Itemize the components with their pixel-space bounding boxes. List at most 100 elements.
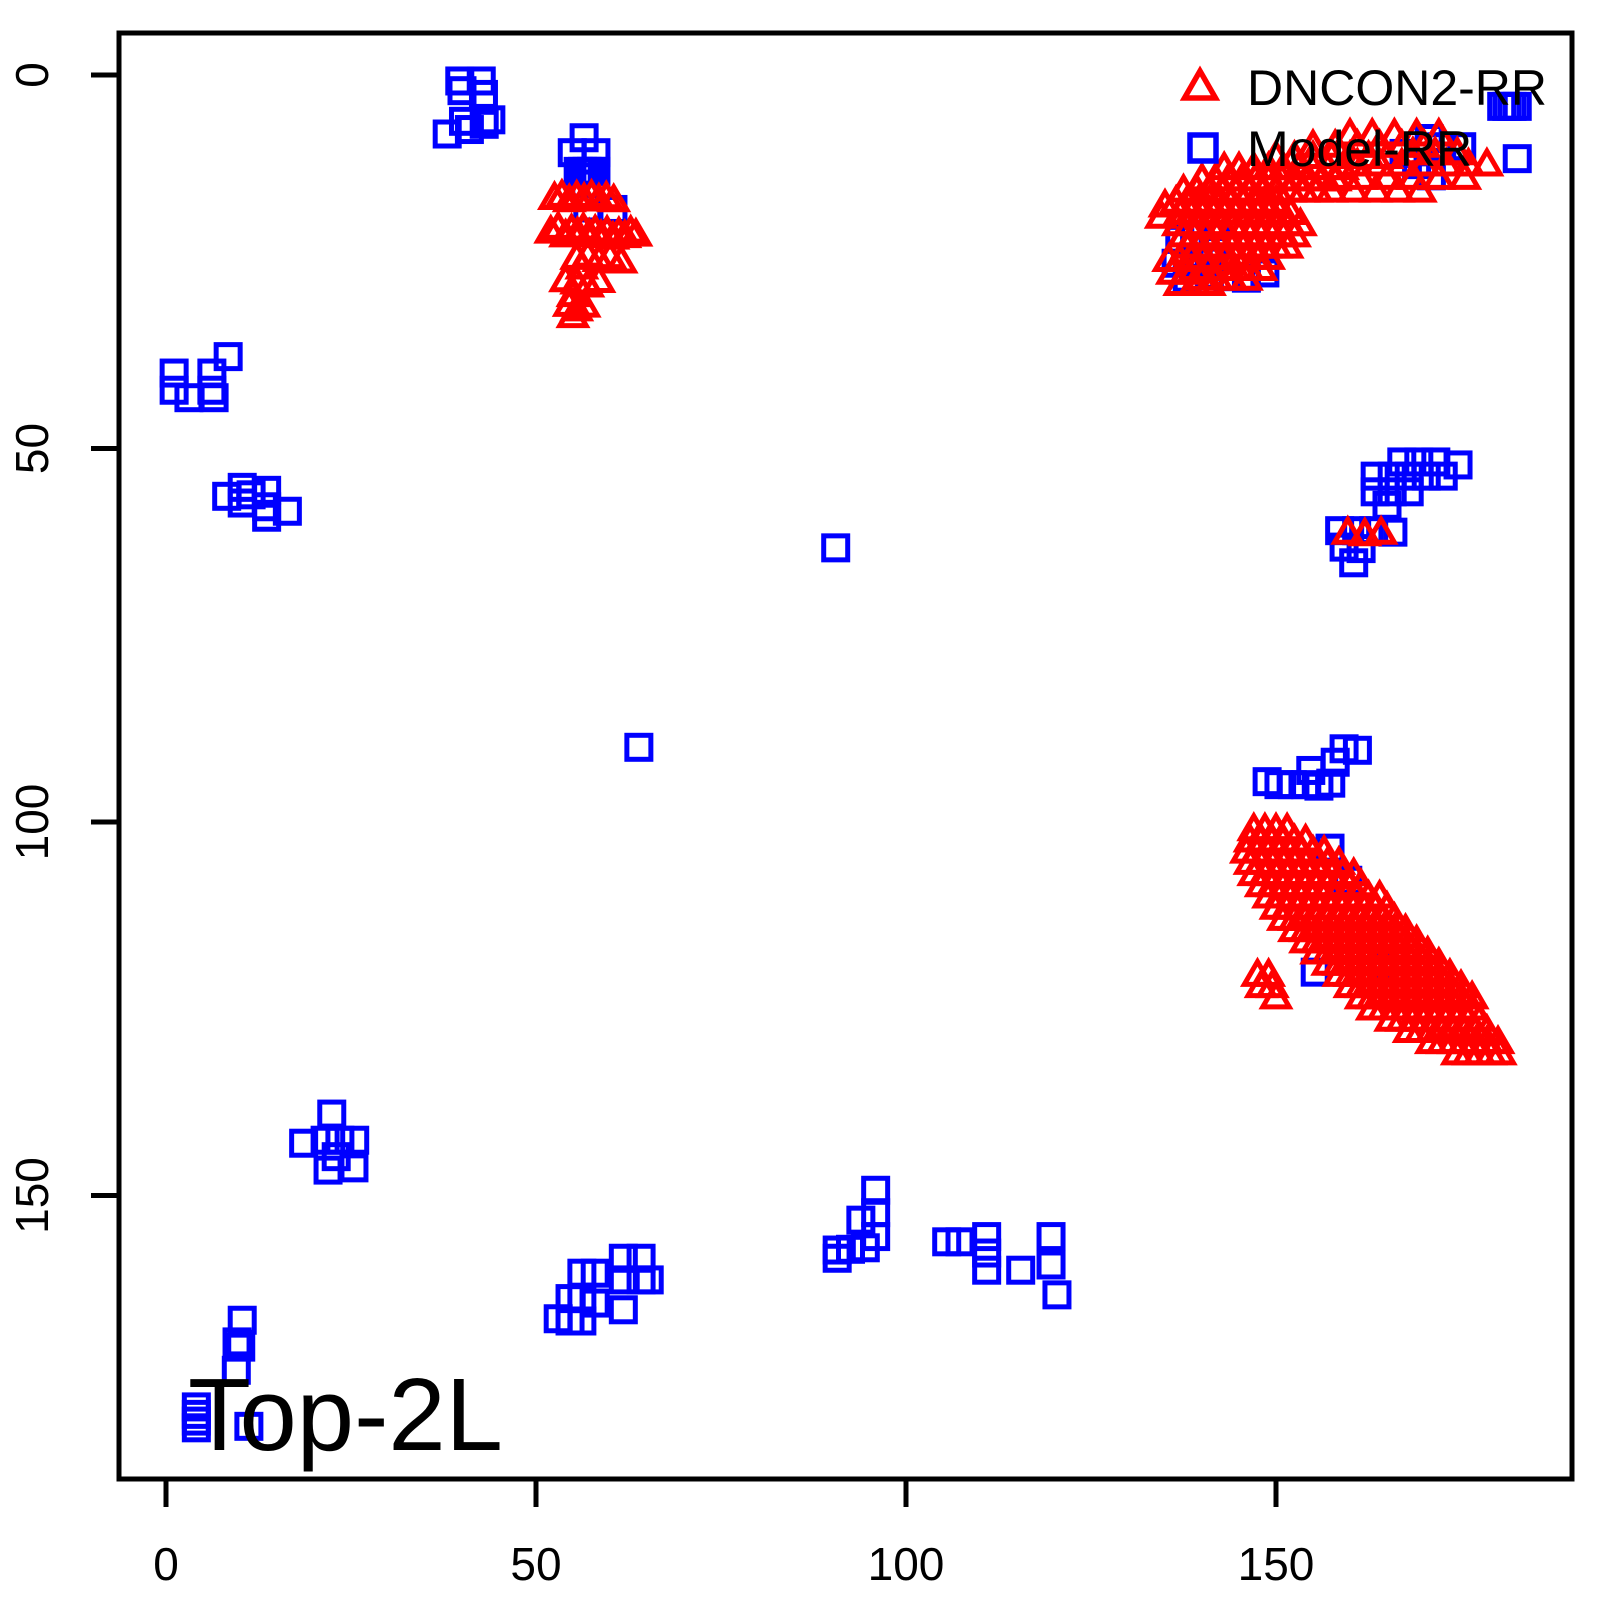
data-point-triangle [1336, 172, 1372, 203]
data-point-square [325, 1125, 355, 1155]
legend-item-model-rr: Model-RR [1187, 121, 1472, 177]
data-point-square [1411, 461, 1441, 491]
data-point-triangle [1469, 1012, 1505, 1043]
data-point-square [1339, 548, 1369, 578]
data-point-triangle [588, 179, 624, 210]
data-point-square [543, 1304, 573, 1334]
data-point-square [972, 1222, 1002, 1252]
data-point-triangle [613, 213, 649, 244]
data-point-square [234, 1411, 264, 1441]
data-point-triangle [1369, 159, 1405, 190]
y-tick-label: 0 [6, 62, 58, 88]
data-point-triangle [1469, 146, 1505, 177]
data-point-square [199, 383, 229, 413]
data-point-triangle [1147, 187, 1183, 218]
data-point-triangle [1313, 172, 1350, 203]
data-point-square [174, 383, 204, 413]
square-icon [1187, 132, 1219, 164]
data-point-triangle [1228, 260, 1264, 291]
data-point-triangle [1380, 172, 1416, 203]
data-point-triangle [1243, 250, 1279, 282]
data-point-square [252, 475, 282, 505]
x-axis: 0 50 100 150 [153, 1479, 1314, 1590]
data-point-triangle [1269, 228, 1305, 259]
data-point-triangle [581, 262, 617, 293]
data-point-triangle [1421, 159, 1457, 190]
data-points-layer [159, 66, 1532, 1443]
x-tick-label: 150 [1238, 1538, 1315, 1590]
triangle-icon [1179, 65, 1221, 101]
y-tick-label: 150 [6, 1157, 58, 1234]
data-point-square [972, 1255, 1002, 1285]
data-point-square [850, 1233, 880, 1263]
x-tick-label: 50 [510, 1538, 561, 1590]
data-point-square [1502, 144, 1532, 174]
data-point-triangle [533, 213, 569, 244]
plot-border [116, 30, 1575, 1482]
data-point-triangle [566, 287, 602, 318]
data-point-square [340, 1125, 370, 1155]
data-point-square [821, 533, 851, 563]
data-point-square [469, 109, 499, 139]
data-point-square [1006, 1255, 1036, 1285]
data-point-triangle [1406, 146, 1442, 177]
data-point-square [181, 1413, 211, 1443]
data-point-triangle [1191, 265, 1227, 296]
data-point-triangle [1417, 134, 1453, 166]
data-point-square [272, 496, 302, 526]
data-point-square [447, 76, 477, 106]
data-point-square [317, 1099, 347, 1129]
data-point-square [1036, 1222, 1066, 1252]
data-point-square [159, 375, 189, 405]
data-point-square [1428, 461, 1458, 491]
data-point-square [252, 502, 282, 532]
data-point-square [159, 358, 189, 388]
data-point-square [339, 1153, 369, 1183]
data-point-triangle [618, 216, 654, 247]
data-point-square [846, 1205, 876, 1235]
data-point-square [221, 1355, 251, 1385]
legend-item-dncon2-rr: DNCON2-RR [1179, 60, 1547, 116]
data-point-triangle [1354, 116, 1390, 147]
legend-label-model-rr: Model-RR [1247, 121, 1472, 177]
data-point-square [222, 1327, 252, 1357]
x-tick-label: 0 [153, 1538, 179, 1590]
data-point-triangle [1332, 116, 1368, 147]
data-point-triangle [1258, 979, 1294, 1010]
data-point-square [972, 1238, 1002, 1268]
data-point-square [1036, 1250, 1066, 1280]
y-axis: 0 50 100 150 [6, 62, 119, 1234]
data-point-square [1360, 461, 1390, 491]
data-point-triangle [603, 243, 639, 274]
data-point-triangle [1330, 514, 1366, 545]
data-point-square [212, 481, 242, 511]
data-point-square [227, 472, 257, 502]
data-point-triangle [555, 297, 591, 329]
x-tick-label: 100 [868, 1538, 945, 1590]
data-point-square [476, 105, 506, 135]
data-point-triangle [596, 182, 632, 213]
legend-label-dncon2-rr: DNCON2-RR [1247, 60, 1547, 116]
plot-annotation: Top-2L [188, 1357, 503, 1472]
data-point-square [608, 1295, 638, 1325]
data-point-square [1394, 461, 1424, 491]
data-point-triangle [1273, 194, 1309, 225]
data-point-triangle [1295, 127, 1331, 158]
data-point-square [197, 358, 227, 388]
y-tick-label: 100 [6, 784, 58, 861]
data-point-triangle [1358, 172, 1394, 203]
data-point-triangle [1258, 138, 1294, 169]
data-point-square [624, 732, 654, 762]
y-tick-label: 50 [6, 423, 58, 474]
data-point-triangle [1384, 146, 1420, 177]
data-point-square [227, 488, 257, 518]
legend: DNCON2-RR Model-RR [1179, 60, 1547, 177]
data-point-triangle [1439, 134, 1475, 166]
data-point-triangle [1482, 1035, 1518, 1066]
data-point-square [289, 1128, 319, 1158]
data-point-triangle [1447, 159, 1483, 190]
data-point-square [1502, 91, 1532, 121]
data-point-square [1252, 767, 1282, 797]
